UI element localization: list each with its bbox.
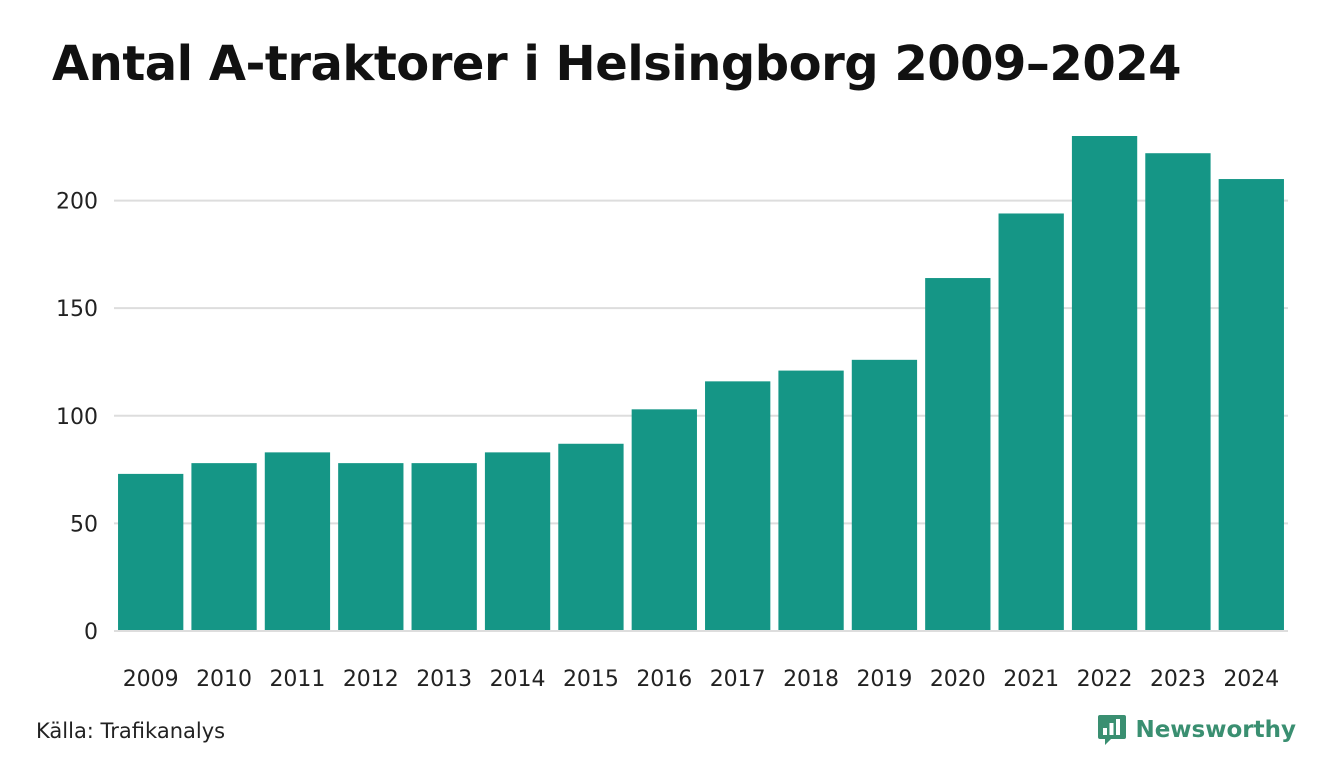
bar-2023 — [1145, 153, 1211, 631]
bar-2021 — [998, 213, 1064, 631]
source-note: Källa: Trafikanalys — [36, 719, 226, 743]
x-tick-label: 2013 — [416, 667, 472, 692]
bar-2022 — [1071, 136, 1138, 631]
x-tick-label: 2021 — [1003, 667, 1059, 692]
bar-2013 — [411, 463, 477, 631]
bar-2014 — [484, 452, 551, 631]
y-tick-label: 50 — [70, 512, 98, 537]
bar-2011 — [264, 452, 331, 631]
bar-2012 — [338, 463, 404, 631]
x-tick-label: 2012 — [343, 667, 399, 692]
bar-2019 — [851, 359, 918, 631]
newsworthy-logo-icon — [1097, 714, 1127, 746]
x-tick-label: 2024 — [1223, 667, 1279, 692]
bar-2024 — [1218, 179, 1284, 632]
x-axis-ticks: 2009 2010 2011 2012 2013 2014 2015 2016 2017 2018… — [123, 667, 1280, 692]
x-tick-label: 2018 — [783, 667, 839, 692]
brand-logo: Newsworthy — [1097, 714, 1296, 746]
bar-2016 — [631, 409, 697, 631]
x-tick-label: 2015 — [563, 667, 619, 692]
x-tick-label: 2020 — [930, 667, 986, 692]
bar-2018 — [778, 370, 844, 631]
y-tick-label: 100 — [56, 405, 98, 430]
y-tick-label: 200 — [56, 190, 98, 215]
x-tick-label: 2010 — [196, 667, 252, 692]
x-tick-label: 2011 — [269, 667, 325, 692]
bar-2017 — [705, 381, 771, 631]
x-tick-label: 2009 — [123, 667, 179, 692]
bar-2009 — [118, 473, 184, 631]
bar-2020 — [925, 278, 991, 631]
y-tick-label: 150 — [56, 297, 98, 322]
x-tick-label: 2014 — [490, 667, 546, 692]
x-tick-label: 2016 — [636, 667, 692, 692]
x-tick-label: 2017 — [710, 667, 766, 692]
chart-title: Antal A-traktorer i Helsingborg 2009–202… — [52, 36, 1182, 92]
x-tick-label: 2022 — [1077, 667, 1133, 692]
brand-name: Newsworthy — [1135, 717, 1296, 743]
bar-2010 — [191, 463, 257, 631]
x-tick-label: 2023 — [1150, 667, 1206, 692]
x-tick-label: 2019 — [856, 667, 912, 692]
y-axis-ticks: 0 50 100 150 200 — [56, 190, 98, 645]
y-tick-label: 0 — [84, 620, 98, 645]
bars — [118, 136, 1284, 632]
bar-2015 — [558, 443, 624, 631]
